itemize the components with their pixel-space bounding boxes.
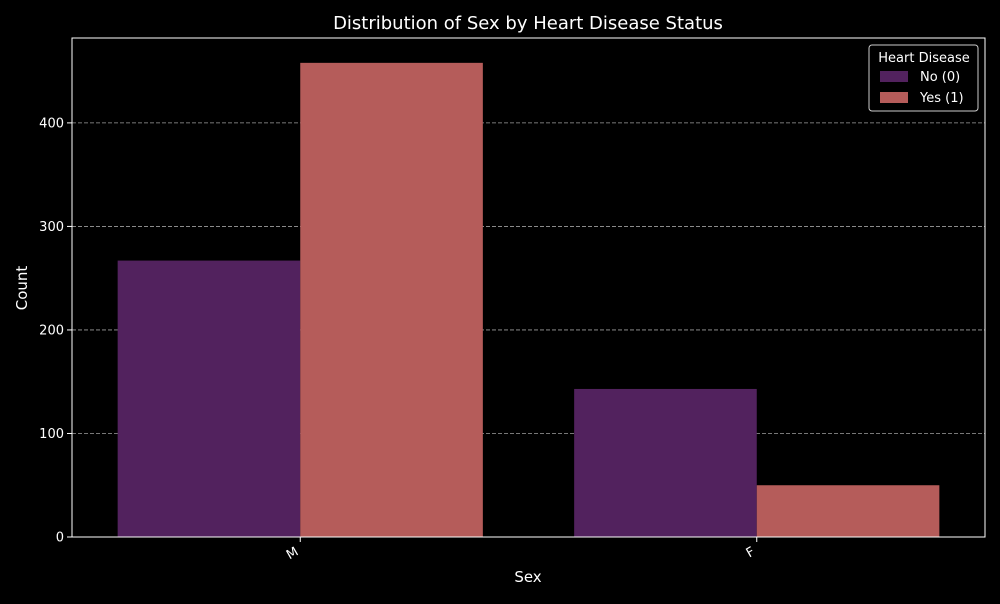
legend-title: Heart Disease [878,51,969,66]
plot-frame [71,37,986,538]
x-axis-label: Sex [514,568,541,586]
legend-swatch [880,71,908,82]
bars [117,62,940,538]
y-tick-label: 300 [39,220,64,235]
chart-title: Distribution of Sex by Heart Disease Sta… [333,13,723,34]
bar-M-yes-1 [300,62,483,538]
y-axis-ticks: 0 100 200 300 400 [39,116,72,546]
bar-F-yes-1 [756,485,940,537]
legend-label: Yes (1) [919,91,964,106]
y-tick-label: 200 [39,323,64,338]
y-tick-label: 0 [56,531,64,546]
bar-M-no-0 [117,260,301,537]
y-axis-label: Count [13,266,31,311]
axes [71,37,986,538]
legend-swatch [880,92,908,103]
y-tick-label: 400 [39,116,64,131]
legend: Heart Disease No (0) Yes (1) [868,44,979,112]
legend-label: No (0) [920,70,960,85]
y-tick-label: 100 [39,427,64,442]
legend-items: No (0) Yes (1) [880,70,964,106]
bar-F-no-0 [574,388,757,537]
